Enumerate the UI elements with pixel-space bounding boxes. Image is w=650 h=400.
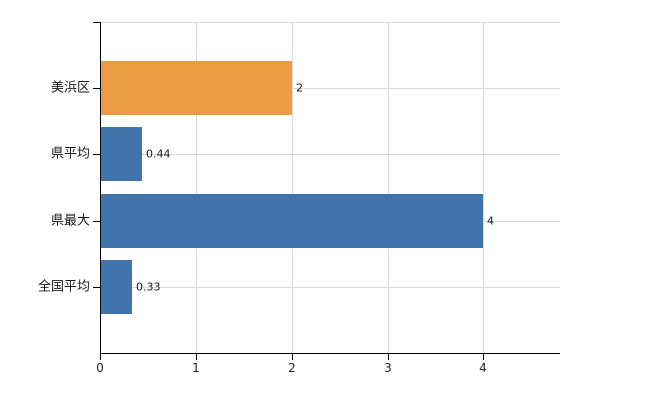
- gridline-horizontal: [100, 88, 560, 89]
- x-tick-label: 1: [192, 361, 200, 375]
- x-axis-line: [100, 353, 560, 354]
- y-axis-line: [100, 22, 101, 354]
- value-label: 0.44: [146, 147, 171, 161]
- gridline-horizontal: [100, 154, 560, 155]
- x-tick-label: 3: [384, 361, 392, 375]
- x-axis-tick: [483, 354, 484, 360]
- category-label: 全国平均: [37, 279, 90, 295]
- y-axis-tick: [93, 287, 100, 288]
- y-axis-tick: [93, 221, 100, 222]
- gridline-horizontal: [100, 287, 560, 288]
- category-label: 県平均: [50, 146, 90, 162]
- gridline-vertical: [196, 22, 197, 353]
- gridline-vertical: [483, 22, 484, 353]
- value-label: 0.33: [136, 280, 161, 294]
- x-tick-label: 4: [479, 361, 487, 375]
- category-label: 美浜区: [50, 80, 90, 96]
- bar-1: [100, 127, 142, 181]
- x-axis-tick: [100, 354, 101, 360]
- y-axis-end-tick: [93, 22, 100, 23]
- plot-top-border: [100, 22, 560, 23]
- x-tick-label: 2: [288, 361, 296, 375]
- x-axis-tick: [388, 354, 389, 360]
- value-label: 2: [296, 81, 303, 95]
- bar-2: [100, 194, 483, 248]
- x-axis-tick: [196, 354, 197, 360]
- x-axis-tick: [292, 354, 293, 360]
- x-tick-label: 0: [96, 361, 104, 375]
- bar-3: [100, 260, 132, 314]
- y-axis-tick: [93, 88, 100, 89]
- y-axis-tick: [93, 154, 100, 155]
- category-label: 県最大: [50, 213, 90, 229]
- value-label: 4: [487, 214, 494, 228]
- gridline-vertical: [292, 22, 293, 353]
- bar-0: [100, 61, 292, 115]
- gridline-vertical: [388, 22, 389, 353]
- plot-area: 2 0.44 4 0.33: [100, 22, 560, 353]
